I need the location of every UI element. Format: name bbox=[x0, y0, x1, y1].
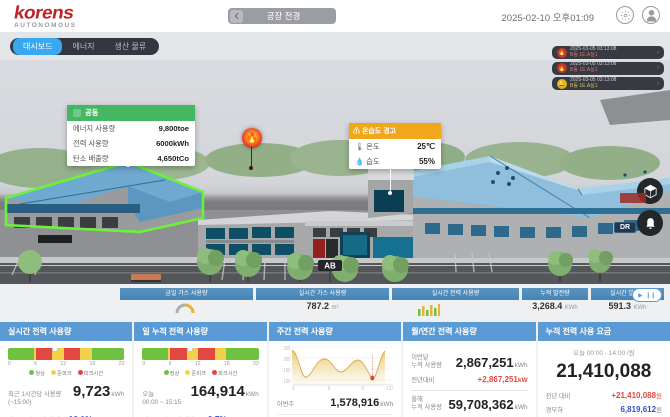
svg-text:150: 150 bbox=[283, 368, 290, 373]
svg-text:9: 9 bbox=[361, 386, 364, 391]
svg-text:9: 9 bbox=[327, 386, 330, 391]
svg-text:AB: AB bbox=[324, 262, 336, 271]
svg-text:250: 250 bbox=[283, 346, 290, 351]
svg-text:12시: 12시 bbox=[386, 386, 393, 391]
svg-text:100: 100 bbox=[283, 379, 290, 384]
svg-text:200: 200 bbox=[283, 357, 290, 362]
svg-text:3: 3 bbox=[292, 386, 295, 391]
